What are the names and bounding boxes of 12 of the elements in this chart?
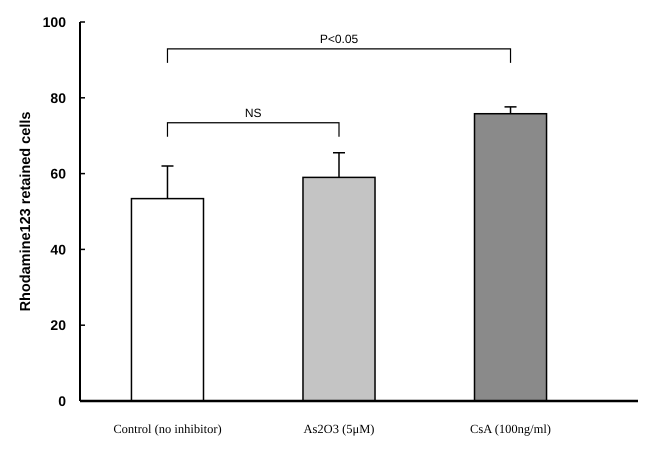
- y-tick-label: 100: [42, 14, 66, 30]
- y-tick-label: 0: [58, 393, 66, 409]
- y-tick-label: 40: [50, 241, 66, 258]
- y-tick-label: 20: [50, 317, 66, 334]
- annotation: P<0.05: [320, 32, 359, 46]
- x-tick-label: Control (no inhibitor): [113, 422, 222, 436]
- y-tick-label: 80: [50, 90, 66, 106]
- annotation: NS: [244, 106, 262, 120]
- x-tick-label: As2O3 (5μM): [304, 422, 374, 436]
- y-axis-title: Rhodamine123 retained cells: [18, 112, 34, 312]
- y-tick-label: 60: [50, 166, 66, 182]
- x-tick-label: CsA (100ng/ml): [470, 422, 551, 436]
